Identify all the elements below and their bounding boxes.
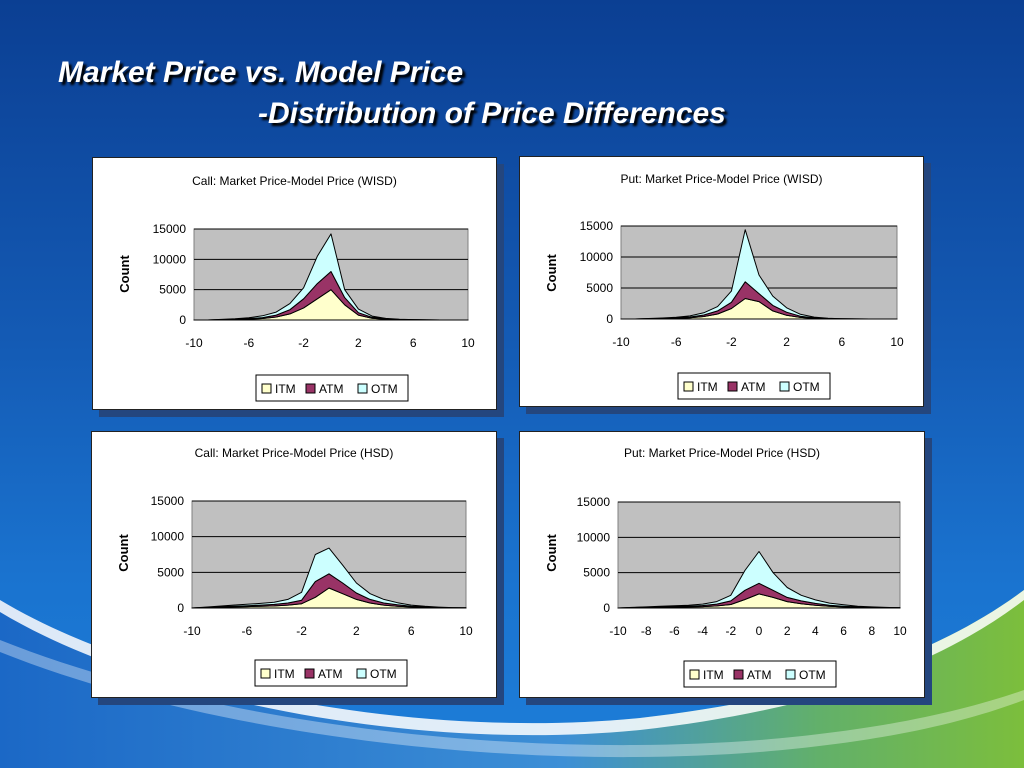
legend: ITM ATM OTM xyxy=(254,659,408,687)
chart-put-wisd: Put: Market Price-Model Price (WISD) 0 500… xyxy=(544,172,904,400)
y-tick-label: 15000 xyxy=(580,219,614,233)
legend-label-itm: ITM xyxy=(275,382,296,396)
legend-label-itm: ITM xyxy=(697,380,718,394)
y-tick-label: 10000 xyxy=(153,252,187,266)
x-tick-label: -4 xyxy=(697,624,708,638)
chart-panel-call-hsd: Call: Market Price-Model Price (HSD) 0 500… xyxy=(91,431,497,698)
x-tick-label: -10 xyxy=(612,335,630,349)
x-tick-label: 10 xyxy=(459,624,473,638)
x-tick-label: 2 xyxy=(783,335,790,349)
legend-swatch-otm xyxy=(356,668,367,679)
x-tick-label: -10 xyxy=(609,624,627,638)
x-tick-label: 6 xyxy=(410,336,417,350)
x-tick-label: -2 xyxy=(726,335,737,349)
y-tick-label: 10000 xyxy=(151,530,185,544)
chart-panel-put-hsd: Put: Market Price-Model Price (HSD) 0 5000… xyxy=(519,431,925,698)
legend: ITM ATM OTM xyxy=(683,660,837,688)
x-tick-label: -6 xyxy=(241,624,252,638)
x-tick-label: 4 xyxy=(812,624,819,638)
chart-panel-put-wisd: Put: Market Price-Model Price (WISD) 0 500… xyxy=(519,156,924,407)
legend-box xyxy=(255,374,409,402)
legend-swatch-itm xyxy=(260,668,271,679)
y-tick-label: 15000 xyxy=(151,494,185,508)
legend-swatch-itm xyxy=(689,669,700,680)
x-tick-label: 6 xyxy=(408,624,415,638)
legend-label-otm: OTM xyxy=(370,667,397,681)
legend-box xyxy=(677,372,831,400)
y-tick-label: 10000 xyxy=(577,530,611,544)
x-tick-label: 10 xyxy=(461,336,475,350)
x-tick-label: -2 xyxy=(296,624,307,638)
x-tick-label: 2 xyxy=(784,624,791,638)
legend: ITM ATM OTM xyxy=(677,372,831,400)
x-tick-label: 10 xyxy=(893,624,907,638)
chart-title: Put: Market Price-Model Price (HSD) xyxy=(624,446,820,460)
slide-title-line-2: -Distribution of Price Differences xyxy=(258,97,726,130)
x-tick-label: 6 xyxy=(838,335,845,349)
y-tick-label: 0 xyxy=(603,601,610,615)
chart-panel-call-wisd: Call: Market Price-Model Price (WISD) 0 50… xyxy=(92,157,497,410)
y-tick-label: 5000 xyxy=(159,283,186,297)
y-tick-label: 5000 xyxy=(583,566,610,580)
legend-label-otm: OTM xyxy=(799,668,826,682)
legend-box xyxy=(683,660,837,688)
x-tick-label: -8 xyxy=(641,624,652,638)
y-axis-label: Count xyxy=(116,534,131,572)
legend-label-atm: ATM xyxy=(741,380,765,394)
x-tick-label: 8 xyxy=(868,624,875,638)
y-axis-label: Count xyxy=(544,534,559,572)
x-tick-label: 6 xyxy=(840,624,847,638)
chart-call-wisd: Call: Market Price-Model Price (WISD) 0 50… xyxy=(117,174,475,402)
legend-label-atm: ATM xyxy=(747,668,771,682)
chart-call-hsd: Call: Market Price-Model Price (HSD) 0 500… xyxy=(116,446,473,687)
legend: ITM ATM OTM xyxy=(255,374,409,402)
y-axis-label: Count xyxy=(117,255,132,293)
chart-put-hsd: Put: Market Price-Model Price (HSD) 0 5000… xyxy=(544,446,907,688)
legend-label-otm: OTM xyxy=(793,380,820,394)
y-tick-label: 5000 xyxy=(586,281,613,295)
y-tick-label: 0 xyxy=(606,312,613,326)
chart-title: Call: Market Price-Model Price (WISD) xyxy=(192,174,397,188)
legend-label-otm: OTM xyxy=(371,382,398,396)
legend-label-itm: ITM xyxy=(703,668,724,682)
x-tick-label: -6 xyxy=(671,335,682,349)
y-axis-label: Count xyxy=(544,254,559,292)
x-tick-label: 10 xyxy=(890,335,904,349)
legend-swatch-itm xyxy=(683,381,694,392)
legend-swatch-otm xyxy=(357,383,368,394)
legend-swatch-itm xyxy=(261,383,272,394)
legend-label-atm: ATM xyxy=(319,382,343,396)
x-tick-label: -6 xyxy=(669,624,680,638)
y-tick-label: 15000 xyxy=(153,222,187,236)
legend-swatch-otm xyxy=(779,381,790,392)
y-tick-label: 0 xyxy=(177,601,184,615)
y-tick-label: 0 xyxy=(179,313,186,327)
chart-title: Put: Market Price-Model Price (WISD) xyxy=(620,172,822,186)
legend-swatch-atm xyxy=(733,669,744,680)
slide-title-line-1: Market Price vs. Model Price xyxy=(58,56,464,89)
legend-label-itm: ITM xyxy=(274,667,295,681)
x-tick-label: 0 xyxy=(756,624,763,638)
x-tick-label: -2 xyxy=(298,336,309,350)
y-tick-label: 15000 xyxy=(577,495,611,509)
legend-swatch-atm xyxy=(305,383,316,394)
x-tick-label: -10 xyxy=(183,624,201,638)
x-tick-label: 2 xyxy=(353,624,360,638)
legend-box xyxy=(254,659,408,687)
y-tick-label: 10000 xyxy=(580,250,614,264)
legend-label-atm: ATM xyxy=(318,667,342,681)
x-tick-label: 2 xyxy=(355,336,362,350)
chart-title: Call: Market Price-Model Price (HSD) xyxy=(195,446,394,460)
y-tick-label: 5000 xyxy=(157,565,184,579)
x-tick-label: -10 xyxy=(185,336,203,350)
legend-swatch-otm xyxy=(785,669,796,680)
x-tick-label: -2 xyxy=(725,624,736,638)
legend-swatch-atm xyxy=(727,381,738,392)
x-tick-label: -6 xyxy=(243,336,254,350)
legend-swatch-atm xyxy=(304,668,315,679)
